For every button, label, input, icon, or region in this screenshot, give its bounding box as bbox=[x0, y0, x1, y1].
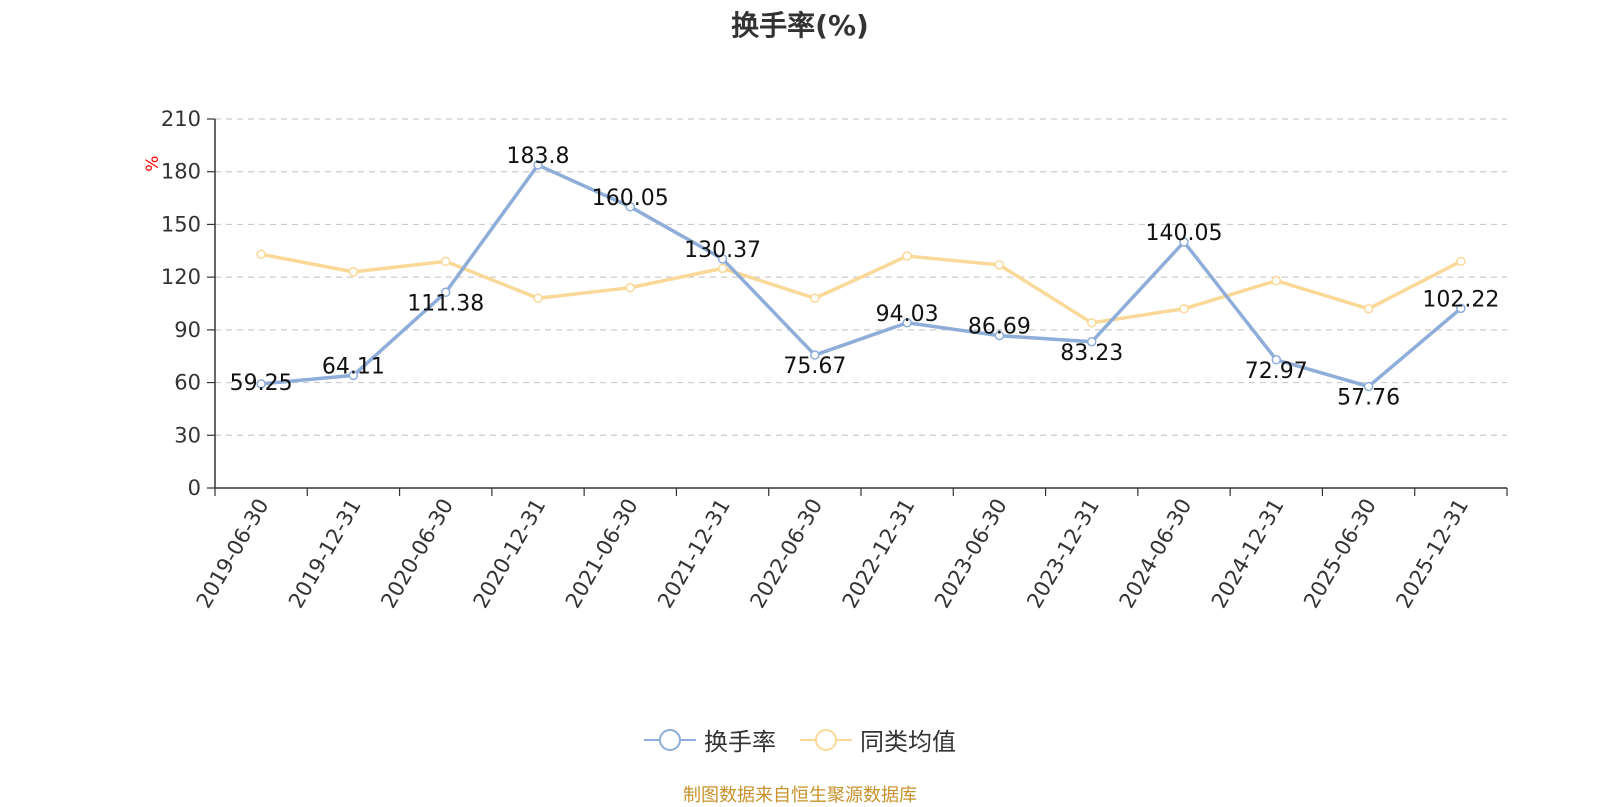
x-tick-label: 2023-06-30 bbox=[930, 495, 1012, 613]
data-point-peer-avg bbox=[348, 267, 359, 277]
data-point-peer-avg bbox=[1456, 256, 1466, 267]
data-point-peer-avg bbox=[717, 263, 728, 274]
data-point-peer-avg bbox=[1086, 318, 1097, 328]
chart-title: 换手率(%) bbox=[731, 9, 869, 42]
x-tick-label: 2023-12-31 bbox=[1022, 495, 1104, 613]
data-point-peer-avg bbox=[1179, 304, 1189, 314]
legend-peer-avg-line-circle-icon bbox=[800, 728, 852, 751]
x-tick-label: 2024-06-30 bbox=[1115, 495, 1197, 613]
y-tick-label: 120 bbox=[161, 265, 201, 289]
y-tick-label: 90 bbox=[174, 318, 201, 342]
legend-item-peer-avg[interactable]: 同类均值 bbox=[800, 722, 956, 757]
data-point-turnover bbox=[1363, 381, 1374, 392]
y-tick-label: 210 bbox=[161, 107, 201, 131]
data-point-turnover bbox=[440, 287, 451, 298]
data-label-turnover: 64.11 bbox=[322, 354, 385, 379]
x-tick-label: 2022-12-31 bbox=[838, 495, 920, 613]
source-note: 制图数据来自恒生聚源数据库 bbox=[683, 785, 917, 806]
x-tick-label: 2025-06-30 bbox=[1299, 495, 1381, 613]
series-line-turnover bbox=[260, 163, 1462, 389]
data-label-turnover: 140.05 bbox=[1146, 221, 1223, 246]
data-label-turnover: 111.38 bbox=[407, 291, 484, 316]
y-tick-label: 150 bbox=[161, 212, 201, 236]
legend-label-turnover: 换手率 bbox=[704, 728, 776, 756]
data-point-peer-avg bbox=[440, 256, 451, 267]
data-point-turnover bbox=[256, 379, 266, 389]
x-tick-label: 2020-06-30 bbox=[376, 495, 458, 613]
data-point-turnover bbox=[717, 254, 728, 264]
x-tick-label: 2025-12-31 bbox=[1391, 495, 1473, 613]
data-label-turnover: 160.05 bbox=[592, 186, 669, 211]
data-point-turnover bbox=[902, 318, 912, 328]
y-tick-label: 0 bbox=[188, 476, 201, 500]
x-tick-label: 2019-06-30 bbox=[192, 495, 274, 613]
x-tick-label: 2024-12-31 bbox=[1207, 495, 1289, 613]
data-label-turnover: 57.76 bbox=[1337, 386, 1400, 411]
y-tick-label: 60 bbox=[174, 371, 201, 395]
data-label-turnover: 94.03 bbox=[876, 302, 939, 327]
data-point-turnover bbox=[348, 370, 359, 381]
data-point-turnover bbox=[994, 330, 1005, 341]
data-label-turnover: 59.25 bbox=[230, 371, 293, 396]
x-tick-label: 2019-12-31 bbox=[284, 495, 366, 613]
data-label-turnover: 83.23 bbox=[1060, 341, 1123, 366]
legend-turnover-line-circle-icon bbox=[644, 728, 696, 751]
data-label-turnover: 86.69 bbox=[968, 315, 1031, 340]
data-labels: 59.25 64.11 111.38 183.8 160.05 130.37 75.67 94… bbox=[230, 144, 1500, 410]
data-point-peer-avg bbox=[625, 282, 636, 293]
y-tick-label: 180 bbox=[161, 160, 201, 184]
data-label-turnover: 102.22 bbox=[1422, 287, 1499, 312]
data-point-turnover bbox=[1456, 303, 1466, 314]
legend-item-turnover[interactable]: 换手率 bbox=[644, 722, 776, 757]
data-label-turnover: 75.67 bbox=[783, 354, 846, 379]
data-point-peer-avg bbox=[1271, 275, 1282, 286]
data-point-peer-avg bbox=[994, 260, 1005, 270]
data-point-peer-avg bbox=[902, 251, 912, 261]
legend-label-peer-avg: 同类均值 bbox=[860, 728, 956, 756]
data-point-turnover bbox=[1179, 237, 1189, 247]
series-layer bbox=[256, 160, 1466, 392]
x-tick-label: 2022-06-30 bbox=[745, 495, 827, 613]
legend: 换手率 同类均值 bbox=[0, 722, 1600, 757]
data-point-turnover bbox=[1271, 355, 1282, 365]
data-point-peer-avg bbox=[256, 249, 266, 260]
series-line-peer-avg bbox=[260, 252, 1462, 325]
x-tick-label: 2021-12-31 bbox=[653, 495, 735, 613]
x-tick-label: 2021-06-30 bbox=[561, 495, 643, 613]
data-point-turnover bbox=[810, 350, 820, 360]
data-point-turnover bbox=[625, 202, 636, 212]
y-tick-label: 30 bbox=[174, 423, 201, 447]
x-tick-label: 2020-12-31 bbox=[469, 495, 551, 613]
data-point-peer-avg bbox=[533, 293, 543, 303]
data-point-turnover bbox=[1086, 337, 1097, 347]
data-point-peer-avg bbox=[1363, 304, 1374, 314]
data-point-turnover bbox=[533, 160, 543, 170]
data-label-turnover: 183.8 bbox=[507, 144, 570, 169]
y-axis-unit-label: % bbox=[143, 156, 163, 172]
data-label-turnover: 72.97 bbox=[1245, 359, 1308, 384]
data-label-turnover: 130.37 bbox=[684, 238, 761, 263]
data-point-peer-avg bbox=[810, 293, 820, 303]
